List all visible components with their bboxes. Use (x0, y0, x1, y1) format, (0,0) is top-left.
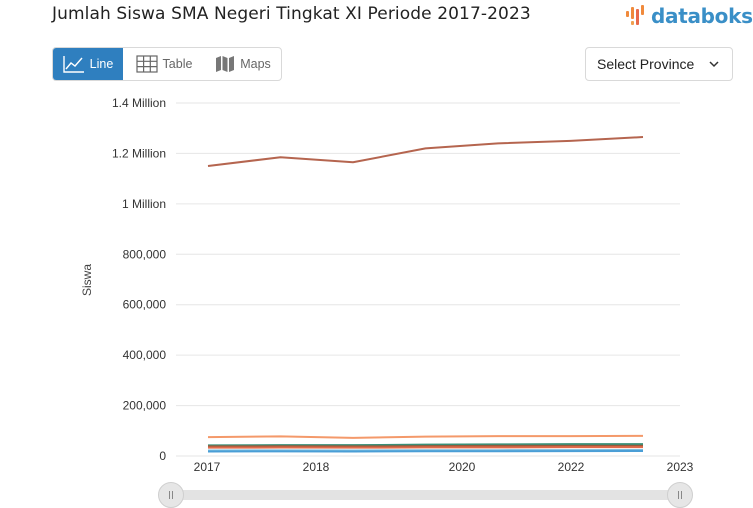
series-line[interactable] (207, 434, 644, 439)
x-tick-label: 2020 (449, 460, 476, 474)
series-line[interactable] (207, 444, 643, 448)
x-tick-label: 2022 (558, 460, 585, 474)
tab-maps[interactable]: Maps (205, 48, 281, 80)
y-tick-label: 1.4 Million (112, 96, 166, 110)
y-tick-label: 0 (159, 449, 166, 463)
y-tick-label: 800,000 (123, 247, 167, 261)
y-axis-label: Siswa (80, 264, 94, 296)
logo-text: databoks (651, 4, 753, 28)
range-slider-right-handle[interactable] (667, 482, 693, 508)
range-slider-left-handle[interactable] (158, 482, 184, 508)
y-tick-label: 1.2 Million (112, 146, 166, 160)
view-tabs: Line Table Maps (52, 47, 282, 81)
series-line[interactable] (207, 448, 644, 452)
series-line[interactable] (207, 136, 644, 168)
tab-table[interactable]: Table (123, 48, 205, 80)
tab-maps-label: Maps (240, 57, 271, 71)
tab-line-label: Line (89, 57, 114, 71)
tab-table-label: Table (162, 57, 193, 71)
y-tick-label: 600,000 (123, 298, 167, 312)
databoks-logo[interactable]: databoks (626, 4, 753, 28)
chart-title: Jumlah Siswa SMA Negeri Tingkat XI Perio… (52, 4, 531, 24)
province-select-label: Select Province (597, 56, 695, 72)
map-icon (216, 56, 235, 72)
range-slider-track[interactable] (170, 490, 680, 500)
chevron-down-icon (709, 61, 719, 68)
series-line[interactable] (207, 443, 643, 447)
databoks-logo-mark-icon (626, 5, 648, 27)
y-tick-label: 400,000 (123, 348, 167, 362)
x-tick-label: 2018 (303, 460, 330, 474)
province-select[interactable]: Select Province (585, 47, 733, 81)
x-tick-label: 2023 (667, 460, 694, 474)
line-chart-icon (62, 56, 84, 73)
series-line[interactable] (207, 446, 643, 449)
x-tick-label: 2017 (194, 460, 221, 474)
y-tick-label: 1 Million (122, 197, 166, 211)
table-icon (135, 55, 158, 73)
tab-line[interactable]: Line (53, 48, 123, 80)
y-tick-label: 200,000 (123, 399, 167, 413)
series-line[interactable] (207, 449, 644, 453)
